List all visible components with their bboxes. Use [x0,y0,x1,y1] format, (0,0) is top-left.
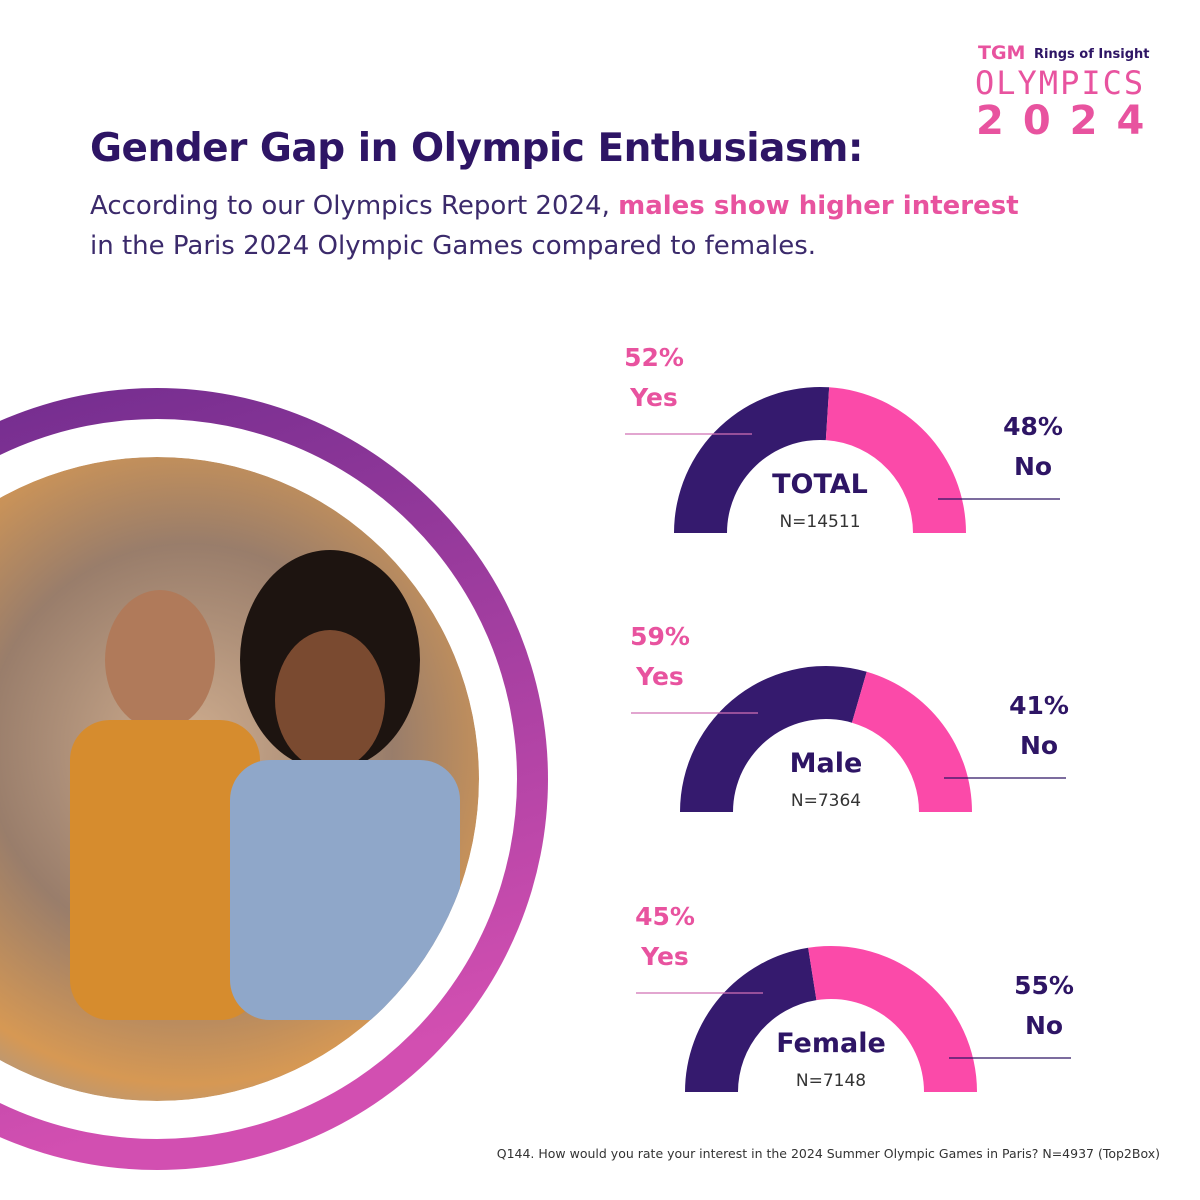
gauge-no-segment [851,671,972,812]
yes-percent-label: 52% [624,343,684,372]
gauge-total: TOTAL N=14511 52% Yes 48% No [624,343,1063,533]
logo-tagline: Rings of Insight [1034,47,1150,62]
subtitle-text-end: in the Paris 2024 Olympic Games compared… [90,231,817,261]
gauge-label: TOTAL [772,469,868,500]
logo-year: 2024 [976,98,1164,144]
gauge-n: N=7148 [796,1071,866,1091]
yes-label: Yes [640,942,689,971]
no-percent-label: 41% [1009,691,1069,720]
yes-label: Yes [635,662,684,691]
gauge-n: N=14511 [779,512,860,532]
page-subtitle: According to our Olympics Report 2024, m… [90,186,1050,266]
gauge-label: Female [776,1028,886,1059]
no-label: No [1020,731,1058,760]
no-label: No [1025,1011,1063,1040]
gauge-n: N=7364 [791,791,861,811]
gauge-label: Male [790,748,863,779]
subtitle-highlight: males show higher interest [618,191,1019,221]
yes-percent-label: 59% [630,622,690,651]
page-title: Gender Gap in Olympic Enthusiasm: [90,126,863,171]
gauge-male: Male N=7364 59% Yes 41% No [630,622,1069,812]
logo-word: OLYMPICS [975,64,1146,102]
gauge-female: Female N=7148 45% Yes 55% No [635,902,1074,1092]
subtitle-text: According to our Olympics Report 2024, [90,191,619,221]
no-percent-label: 55% [1014,971,1074,1000]
yes-percent-label: 45% [635,902,695,931]
footnote: Q144. How would you rate your interest i… [496,1146,1160,1161]
gauge-no-segment [808,946,977,1092]
gauge-yes-segment [674,387,830,533]
no-label: No [1014,452,1052,481]
yes-label: Yes [629,383,678,412]
gauge-yes-segment [680,665,867,812]
photo-frame [0,388,548,1170]
no-percent-label: 48% [1003,412,1063,441]
gauge-yes-segment [685,947,817,1092]
gauge-no-segment [825,387,966,533]
logo-brand: TGM [978,42,1026,64]
